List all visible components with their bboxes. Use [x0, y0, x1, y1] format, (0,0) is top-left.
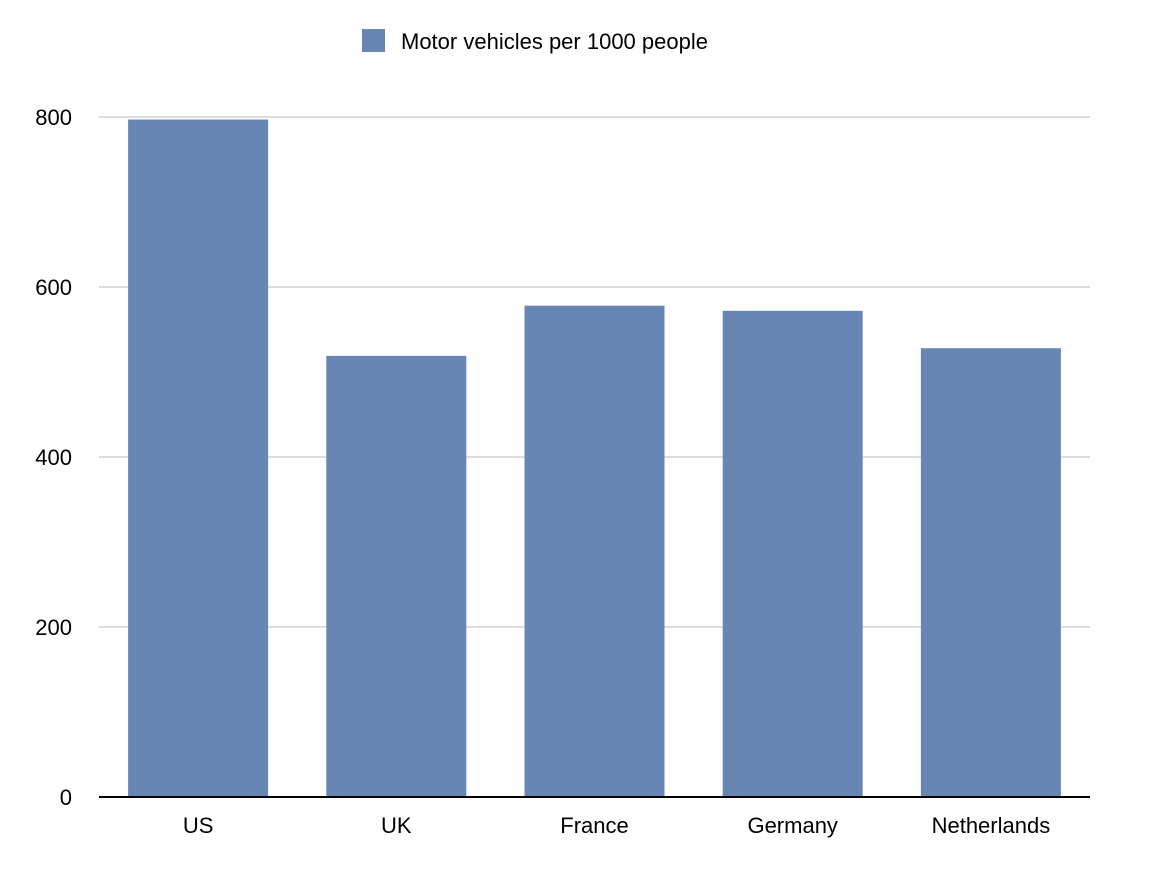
legend-swatch	[362, 29, 385, 52]
y-tick-label: 600	[35, 275, 72, 300]
bar-netherlands	[920, 348, 1061, 797]
y-tick-label: 0	[60, 785, 72, 810]
bars	[128, 119, 1061, 798]
bar-uk	[326, 355, 467, 797]
legend: Motor vehicles per 1000 people	[362, 29, 708, 54]
x-tick-label: France	[560, 813, 628, 838]
legend-label: Motor vehicles per 1000 people	[401, 29, 708, 54]
x-tick-label: US	[183, 813, 214, 838]
y-tick-label: 200	[35, 615, 72, 640]
bar-france	[524, 305, 665, 797]
x-tick-label: Netherlands	[932, 813, 1051, 838]
x-tick-labels: US UK France Germany Netherlands	[183, 813, 1050, 838]
y-tick-label: 400	[35, 445, 72, 470]
x-tick-label: Germany	[747, 813, 837, 838]
bar-us	[128, 119, 269, 798]
bar-germany	[722, 310, 863, 797]
x-tick-label: UK	[381, 813, 412, 838]
y-tick-label: 800	[35, 105, 72, 130]
y-tick-labels: 0 200 400 600 800	[35, 105, 72, 810]
